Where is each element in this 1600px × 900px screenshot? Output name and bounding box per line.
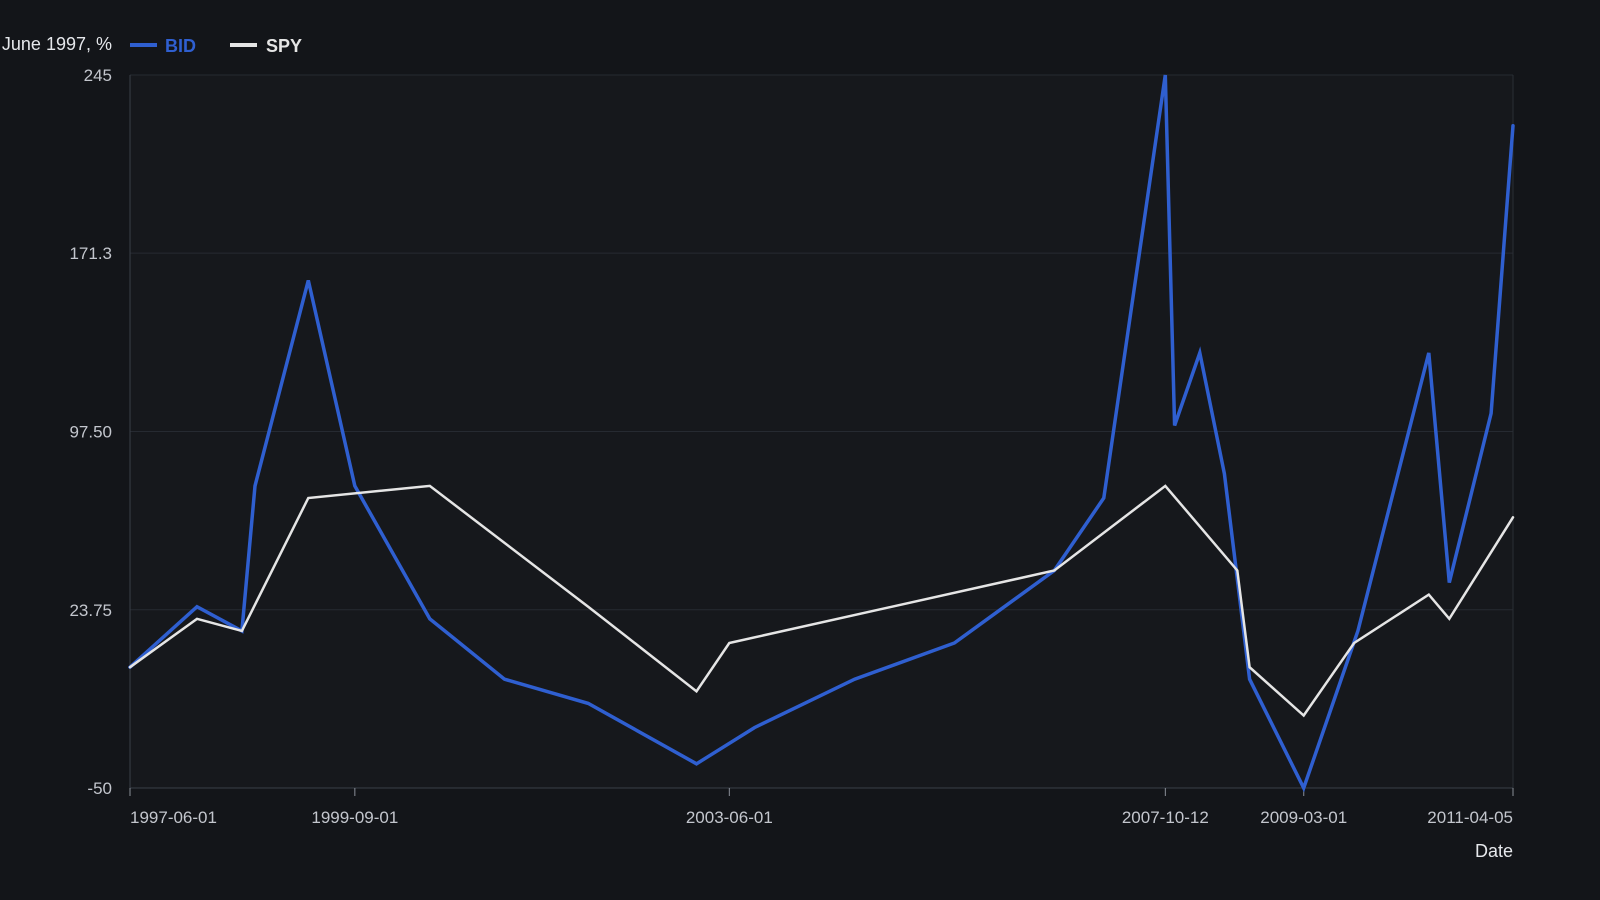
- x-tick-label: 1999-09-01: [311, 808, 398, 827]
- y-tick-label: -50: [87, 779, 112, 798]
- y-tick-label: 97.50: [69, 423, 112, 442]
- y-tick-label: 245: [84, 66, 112, 85]
- y-axis-ticks: 245 171.3 97.50 23.75 -50: [69, 66, 112, 798]
- y-tick-label: 171.3: [69, 244, 112, 263]
- legend: June 1997, % BID SPY: [2, 34, 302, 56]
- x-tick-label: 1997-06-01: [130, 808, 217, 827]
- series-line-bid[interactable]: [128, 74, 1515, 793]
- x-tick-label: 2007-10-12: [1122, 808, 1209, 827]
- series-layer: [128, 74, 1515, 793]
- x-axis-ticks: 1997-06-01 1999-09-01 2003-06-01 2007-10-12…: [129, 788, 1514, 827]
- grid-lines: [130, 74, 1513, 611]
- x-tick-label: 2011-04-05: [1427, 808, 1513, 827]
- legend-label-bid[interactable]: BID: [165, 36, 196, 56]
- y-axis-title: June 1997, %: [2, 34, 112, 54]
- axes: [129, 75, 1514, 789]
- x-tick-label: 2009-03-01: [1260, 808, 1347, 827]
- legend-label-spy[interactable]: SPY: [266, 36, 302, 56]
- x-tick-label: 2003-06-01: [686, 808, 773, 827]
- x-axis-title: Date: [1475, 841, 1513, 861]
- y-tick-label: 23.75: [69, 601, 112, 620]
